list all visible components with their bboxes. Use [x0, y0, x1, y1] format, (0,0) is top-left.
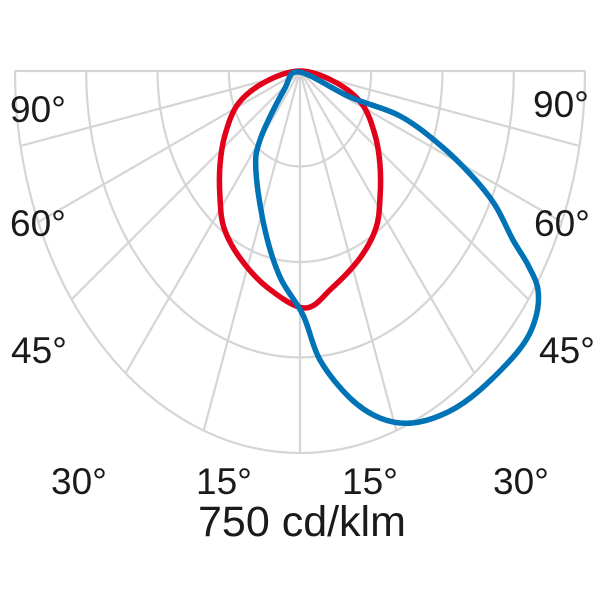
svg-text:60°: 60°	[10, 203, 66, 244]
svg-text:60°: 60°	[534, 203, 590, 244]
svg-text:90°: 90°	[533, 84, 589, 125]
svg-text:45°: 45°	[539, 330, 595, 371]
svg-text:30°: 30°	[493, 461, 549, 502]
svg-text:45°: 45°	[11, 330, 67, 371]
svg-text:15°: 15°	[342, 461, 398, 502]
svg-text:30°: 30°	[51, 461, 107, 502]
svg-text:750 cd/klm: 750 cd/klm	[198, 498, 406, 546]
svg-text:15°: 15°	[196, 461, 252, 502]
svg-text:90°: 90°	[10, 89, 66, 130]
